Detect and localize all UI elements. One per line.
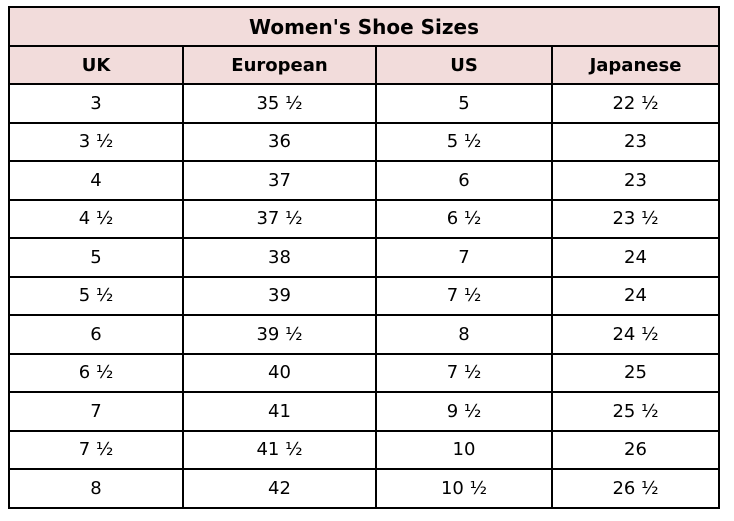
table-cell-european: 37 ½	[182, 198, 377, 239]
column-header-us: US	[375, 45, 553, 85]
table-cell-european: 37	[182, 160, 377, 201]
table-row: 5 38 7 24	[8, 237, 720, 278]
table-title-row: Women's Shoe Sizes	[8, 6, 720, 47]
table-cell-european: 42	[182, 468, 377, 509]
table-cell-uk: 5 ½	[8, 275, 184, 316]
table-cell-european: 41 ½	[182, 429, 377, 470]
table-row: 6 39 ½ 8 24 ½	[8, 314, 720, 355]
shoe-size-table: Women's Shoe Sizes UK European US Japane…	[8, 6, 720, 509]
table-row: 7 41 9 ½ 25 ½	[8, 391, 720, 432]
table-cell-european: 39 ½	[182, 314, 377, 355]
table-row: 3 ½ 36 5 ½ 23	[8, 121, 720, 162]
table-cell-us: 8	[375, 314, 553, 355]
table-row: 6 ½ 40 7 ½ 25	[8, 352, 720, 393]
table-cell-japanese: 25 ½	[551, 391, 720, 432]
table-cell-uk: 5	[8, 237, 184, 278]
table-cell-european: 36	[182, 121, 377, 162]
table-cell-uk: 7 ½	[8, 429, 184, 470]
table-cell-uk: 4	[8, 160, 184, 201]
table-cell-us: 9 ½	[375, 391, 553, 432]
table-cell-japanese: 22 ½	[551, 83, 720, 124]
table-cell-us: 10	[375, 429, 553, 470]
table-cell-european: 38	[182, 237, 377, 278]
table-cell-japanese: 23 ½	[551, 198, 720, 239]
table-cell-uk: 3 ½	[8, 121, 184, 162]
table-row: 5 ½ 39 7 ½ 24	[8, 275, 720, 316]
column-header-european: European	[182, 45, 377, 85]
table-row: 4 ½ 37 ½ 6 ½ 23 ½	[8, 198, 720, 239]
table-cell-us: 7	[375, 237, 553, 278]
table-cell-japanese: 26	[551, 429, 720, 470]
table-cell-uk: 4 ½	[8, 198, 184, 239]
table-header-row: UK European US Japanese	[8, 45, 720, 85]
table-cell-uk: 6 ½	[8, 352, 184, 393]
table-cell-european: 39	[182, 275, 377, 316]
table-cell-european: 35 ½	[182, 83, 377, 124]
table-cell-uk: 8	[8, 468, 184, 509]
table-title: Women's Shoe Sizes	[8, 6, 720, 47]
column-header-japanese: Japanese	[551, 45, 720, 85]
table-cell-us: 5	[375, 83, 553, 124]
table-row: 3 35 ½ 5 22 ½	[8, 83, 720, 124]
table-cell-european: 41	[182, 391, 377, 432]
table-cell-uk: 6	[8, 314, 184, 355]
table-cell-us: 6 ½	[375, 198, 553, 239]
table-cell-japanese: 24 ½	[551, 314, 720, 355]
table-cell-us: 7 ½	[375, 275, 553, 316]
table-row: 4 37 6 23	[8, 160, 720, 201]
table-cell-japanese: 23	[551, 160, 720, 201]
table-cell-japanese: 24	[551, 275, 720, 316]
table-cell-japanese: 24	[551, 237, 720, 278]
table-cell-japanese: 25	[551, 352, 720, 393]
table-cell-us: 7 ½	[375, 352, 553, 393]
table-cell-uk: 7	[8, 391, 184, 432]
table-row: 7 ½ 41 ½ 10 26	[8, 429, 720, 470]
table-row: 8 42 10 ½ 26 ½	[8, 468, 720, 509]
table-cell-european: 40	[182, 352, 377, 393]
table-cell-japanese: 26 ½	[551, 468, 720, 509]
column-header-uk: UK	[8, 45, 184, 85]
table-cell-us: 5 ½	[375, 121, 553, 162]
table-cell-us: 10 ½	[375, 468, 553, 509]
table-cell-japanese: 23	[551, 121, 720, 162]
table-cell-us: 6	[375, 160, 553, 201]
table-cell-uk: 3	[8, 83, 184, 124]
